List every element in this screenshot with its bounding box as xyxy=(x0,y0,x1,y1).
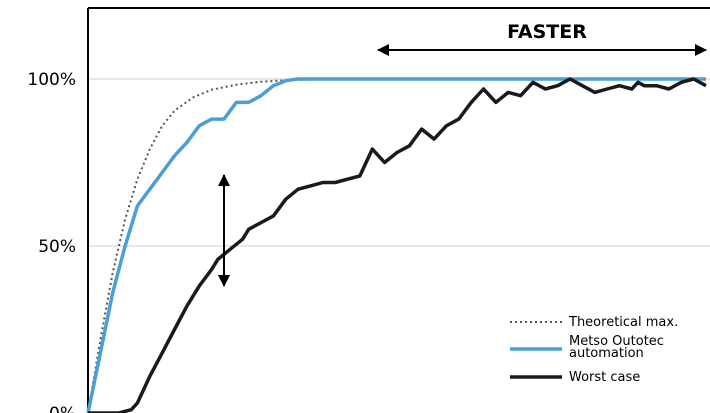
legend-label-worst: Worst case xyxy=(569,370,640,385)
y-tick-label-50: 50% xyxy=(38,237,76,257)
gridlines xyxy=(88,78,710,247)
series-line-metso-outotec-automation xyxy=(86,77,706,413)
faster-label: FASTER xyxy=(507,21,587,43)
y-tick-labels: 100% 50% 0% xyxy=(27,70,76,413)
series xyxy=(86,77,707,413)
y-tick-label-0: 0% xyxy=(49,404,76,413)
legend: Theoretical max. Metso Outotec automatio… xyxy=(510,315,678,385)
y-tick-label-100: 100% xyxy=(27,70,76,90)
legend-label-metso-line1: Metso Outotec xyxy=(569,334,664,349)
legend-label-metso: Metso Outotec automation xyxy=(569,334,668,361)
legend-label-theoretical: Theoretical max. xyxy=(568,315,678,330)
axes xyxy=(87,7,710,413)
faster-annotation: FASTER xyxy=(377,21,707,56)
legend-label-metso-line2: automation xyxy=(569,346,644,361)
series-line-worst-case xyxy=(88,77,707,413)
